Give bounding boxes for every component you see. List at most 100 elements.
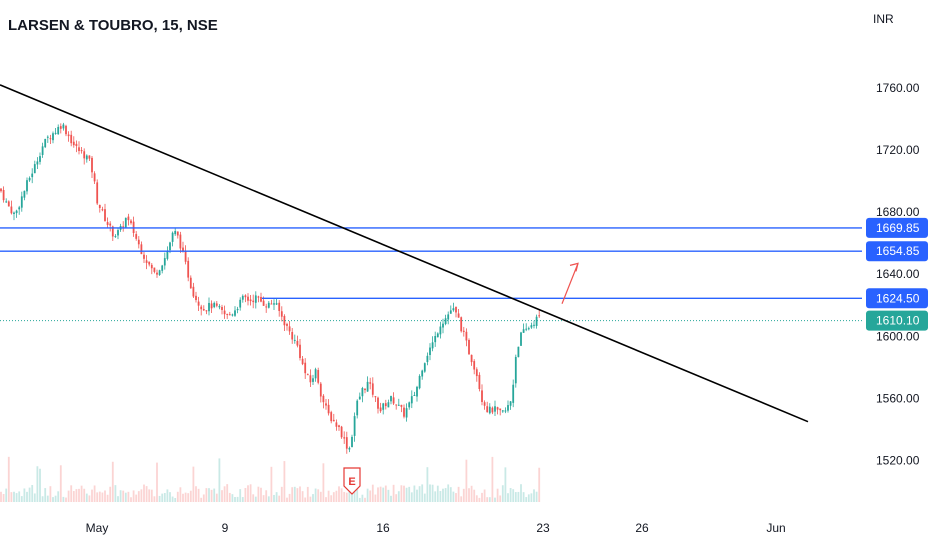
volume-bar	[26, 491, 28, 502]
candle-body	[226, 313, 229, 315]
candle-body	[127, 216, 130, 221]
earnings-marker[interactable]: E	[343, 467, 361, 495]
volume-bar	[174, 497, 177, 502]
volume-bar	[392, 484, 395, 502]
volume-bar	[52, 497, 54, 502]
candle-body	[148, 261, 151, 265]
volume-bar	[527, 494, 530, 502]
volume-bar	[447, 484, 450, 502]
candle-body	[7, 201, 10, 207]
volume-bar	[153, 496, 156, 502]
candle-body	[413, 394, 416, 396]
candle-body	[338, 425, 340, 428]
candle-body	[293, 339, 296, 341]
y-tick-label: 1640.00	[876, 267, 920, 281]
candle-body	[88, 155, 91, 159]
volume-bar	[44, 488, 47, 502]
trendline[interactable]	[0, 84, 809, 423]
volume-bar	[400, 485, 403, 502]
volume-bar	[169, 492, 171, 502]
earnings-flag-icon	[343, 467, 361, 495]
candle-body	[65, 125, 67, 135]
candle-body	[447, 314, 450, 320]
volume-bar	[470, 485, 473, 502]
candle-body	[358, 396, 361, 400]
candle-body	[392, 397, 395, 404]
candle-body	[332, 419, 335, 422]
volume-bar	[93, 485, 96, 502]
volume-bar	[364, 497, 366, 502]
candle-body	[169, 242, 171, 251]
candle-body	[273, 303, 275, 305]
volume-bar	[507, 493, 509, 502]
volume-bar	[101, 492, 104, 502]
candle-body	[439, 326, 442, 335]
candle-body	[538, 315, 541, 317]
candle-body	[197, 301, 200, 306]
volume-bar	[369, 490, 372, 502]
candle-body	[15, 210, 18, 214]
volume-bar	[410, 492, 413, 502]
candle-body	[236, 308, 239, 311]
volume-bar	[179, 487, 182, 502]
volume-bar	[455, 493, 457, 502]
volume-bar	[387, 489, 390, 502]
candle-body	[348, 447, 351, 450]
volume-bar	[499, 495, 502, 502]
volume-bar	[2, 494, 5, 502]
candle-body	[436, 333, 439, 338]
volume-bar	[215, 493, 218, 502]
price-level-label: 1669.85	[876, 221, 920, 235]
candle-body	[150, 264, 153, 269]
candle-body	[67, 134, 70, 137]
candle-body	[530, 325, 533, 328]
volume-bar	[130, 497, 132, 502]
candle-body	[228, 314, 231, 316]
candle-body	[512, 384, 515, 403]
candle-body	[5, 201, 8, 203]
volume-bar	[210, 489, 213, 502]
candle-body	[145, 260, 148, 263]
last-price-label: 1610.10	[876, 314, 920, 328]
volume-bar	[426, 467, 429, 502]
candle-body	[475, 369, 478, 377]
volume-bar	[143, 484, 145, 502]
candle-body	[533, 324, 535, 326]
candle-body	[371, 383, 374, 395]
volume-bar	[301, 491, 304, 502]
candle-body	[449, 310, 452, 314]
volume-bar	[96, 492, 99, 502]
volume-bar	[465, 459, 468, 502]
volume-bar	[278, 495, 281, 502]
candle-body	[85, 155, 88, 160]
candle-body	[44, 138, 47, 148]
price-level-label-bg	[866, 241, 928, 262]
candle-body	[325, 403, 327, 406]
volume-bar	[405, 487, 408, 502]
candle-body	[36, 161, 39, 165]
candle-body	[156, 272, 158, 275]
x-tick-label: 23	[536, 521, 550, 535]
volume-bar	[431, 484, 434, 502]
candle-body	[52, 133, 54, 141]
candle-body	[335, 422, 338, 427]
volume-bar	[104, 490, 106, 502]
volume-bar	[449, 487, 452, 502]
candle-body	[431, 342, 434, 349]
y-tick-label: 1520.00	[876, 453, 920, 467]
arrow-line[interactable]	[561, 263, 579, 304]
candle-body	[366, 381, 369, 392]
candle-body	[278, 302, 281, 311]
volume-bar	[332, 492, 335, 502]
price-axis: 1760.00 1720.00 1680.00 1640.00 1600.00 1560.…	[876, 81, 920, 467]
candle-body	[122, 226, 125, 228]
candle-body	[301, 358, 304, 365]
candle-body	[486, 406, 489, 413]
volume-bar	[509, 488, 512, 502]
candle-body	[241, 295, 244, 300]
candle-body	[262, 300, 265, 306]
volume-bar	[20, 496, 23, 502]
candle-body	[166, 251, 169, 259]
candle-body	[176, 231, 179, 236]
